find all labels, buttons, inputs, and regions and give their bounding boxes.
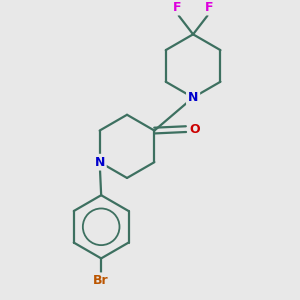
Text: F: F [205,1,213,13]
Text: F: F [173,1,182,13]
Text: N: N [188,91,198,104]
Text: N: N [94,156,105,169]
Text: Br: Br [93,274,109,287]
Text: O: O [189,123,200,136]
